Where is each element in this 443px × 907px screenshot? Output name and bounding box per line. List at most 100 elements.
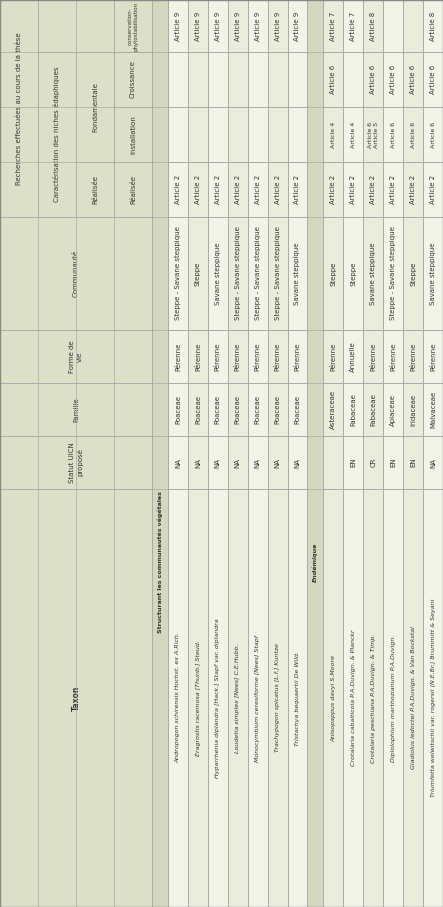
Text: Article 9: Article 9 (275, 12, 280, 41)
Text: Annuelle: Annuelle (350, 341, 356, 372)
Text: Pérenne: Pérenne (295, 342, 300, 371)
Bar (423, 217, 443, 330)
Text: Triumfetta welwitschii var. rogersii (N.E.Br.) Brummitt & Seyani: Triumfetta welwitschii var. rogersii (N.… (431, 599, 435, 797)
Text: Article 8: Article 8 (370, 12, 376, 41)
Text: Steppe: Steppe (410, 261, 416, 286)
Bar (383, 489, 403, 907)
Text: Crotalaria peschiana P.A.Duvign. & Timp.: Crotalaria peschiana P.A.Duvign. & Timp. (371, 633, 376, 763)
Text: Fondamentale: Fondamentale (92, 82, 98, 132)
Bar (403, 0, 423, 907)
Text: Article 2: Article 2 (195, 175, 201, 204)
Text: Statut UICN
proposé: Statut UICN proposé (69, 442, 83, 483)
Bar (383, 107, 403, 162)
Text: Gladiolus ledoctei P.A.Duvign. & Van Bockstal: Gladiolus ledoctei P.A.Duvign. & Van Boc… (411, 627, 416, 769)
Text: Article 6: Article 6 (330, 65, 336, 94)
Text: Croissance: Croissance (130, 61, 136, 99)
Bar (268, 52, 288, 107)
Bar (383, 383, 403, 436)
Text: Diplolophium marthozianum P.A.Duvign.: Diplolophium marthozianum P.A.Duvign. (391, 634, 396, 762)
Bar (343, 489, 363, 907)
Text: Fabaceae: Fabaceae (370, 393, 376, 426)
Bar (208, 52, 228, 107)
Bar (288, 162, 307, 217)
Text: Steppe - Savane steppique: Steppe - Savane steppique (175, 227, 181, 320)
Text: Poaceae: Poaceae (275, 395, 280, 424)
Text: Article 2: Article 2 (430, 175, 436, 204)
Text: Structurant les communautés végétales: Structurant les communautés végétales (157, 491, 163, 633)
Text: Steppe - Savane steppique: Steppe - Savane steppique (255, 227, 260, 320)
Bar (343, 107, 363, 162)
Text: Article 9: Article 9 (235, 12, 241, 41)
Bar (248, 52, 268, 107)
Bar (76, 52, 114, 162)
Bar (403, 52, 423, 107)
Bar (423, 489, 443, 907)
Bar (268, 383, 288, 436)
Bar (268, 0, 288, 52)
Text: Fabaceae: Fabaceae (350, 393, 356, 426)
Bar (323, 330, 343, 383)
Bar (38, 52, 76, 217)
Text: NA: NA (255, 457, 260, 467)
Bar (363, 0, 383, 907)
Bar (0, 217, 152, 907)
Text: Andropogon schirensis Hochst. ex A.Rich.: Andropogon schirensis Hochst. ex A.Rich. (175, 632, 180, 764)
Text: CR: CR (370, 458, 376, 467)
Text: Tristachya bequaertii De Wild.: Tristachya bequaertii De Wild. (295, 650, 300, 746)
Bar (383, 0, 403, 907)
Bar (188, 217, 208, 330)
Bar (363, 489, 383, 907)
Bar (363, 162, 383, 217)
Bar (248, 162, 268, 217)
Text: NA: NA (235, 457, 241, 467)
Bar (0, 0, 152, 217)
Bar (0, 489, 152, 907)
Bar (168, 489, 188, 907)
Bar (168, 162, 188, 217)
Text: Article 2: Article 2 (370, 175, 376, 204)
Text: Article 6: Article 6 (410, 65, 416, 94)
Text: Installation: Installation (130, 115, 136, 154)
Text: Pérenne: Pérenne (410, 342, 416, 371)
Text: Poaceae: Poaceae (175, 395, 181, 424)
Text: Article 9: Article 9 (195, 12, 201, 41)
Text: Steppe - Savane steppique: Steppe - Savane steppique (235, 227, 241, 320)
Bar (423, 107, 443, 162)
Bar (168, 217, 188, 330)
Bar (403, 217, 423, 330)
Bar (423, 383, 443, 436)
Text: Réalisée: Réalisée (92, 175, 98, 204)
Text: conservation-
phytostabilisation: conservation- phytostabilisation (128, 2, 138, 51)
Text: Hyparrhenia diplandra [Hack.] Stapf var. diplandra: Hyparrhenia diplandra [Hack.] Stapf var.… (215, 619, 220, 778)
Text: NA: NA (175, 457, 181, 467)
Text: NA: NA (195, 457, 201, 467)
Text: Famille: Famille (73, 397, 79, 422)
Bar (228, 330, 248, 383)
Bar (188, 436, 208, 489)
Bar (268, 489, 288, 907)
Text: Article 2: Article 2 (175, 175, 181, 204)
Bar (152, 217, 443, 907)
Bar (168, 436, 188, 489)
Bar (423, 52, 443, 107)
Text: Article 6: Article 6 (411, 122, 416, 148)
Bar (403, 107, 423, 162)
Text: Article 2: Article 2 (215, 175, 221, 204)
Text: NA: NA (295, 457, 300, 467)
Bar (268, 436, 288, 489)
Bar (208, 0, 228, 907)
Bar (208, 107, 228, 162)
Bar (383, 217, 403, 330)
Text: Steppe: Steppe (195, 261, 201, 286)
Bar (228, 489, 248, 907)
Bar (228, 162, 248, 217)
Text: Communauté: Communauté (73, 249, 79, 297)
Bar (114, 0, 152, 52)
Bar (188, 0, 208, 907)
Bar (248, 330, 268, 383)
Bar (248, 107, 268, 162)
Text: Taxon: Taxon (71, 686, 81, 711)
Bar (363, 0, 383, 52)
Bar (343, 52, 363, 107)
Text: Article 6: Article 6 (430, 65, 436, 94)
